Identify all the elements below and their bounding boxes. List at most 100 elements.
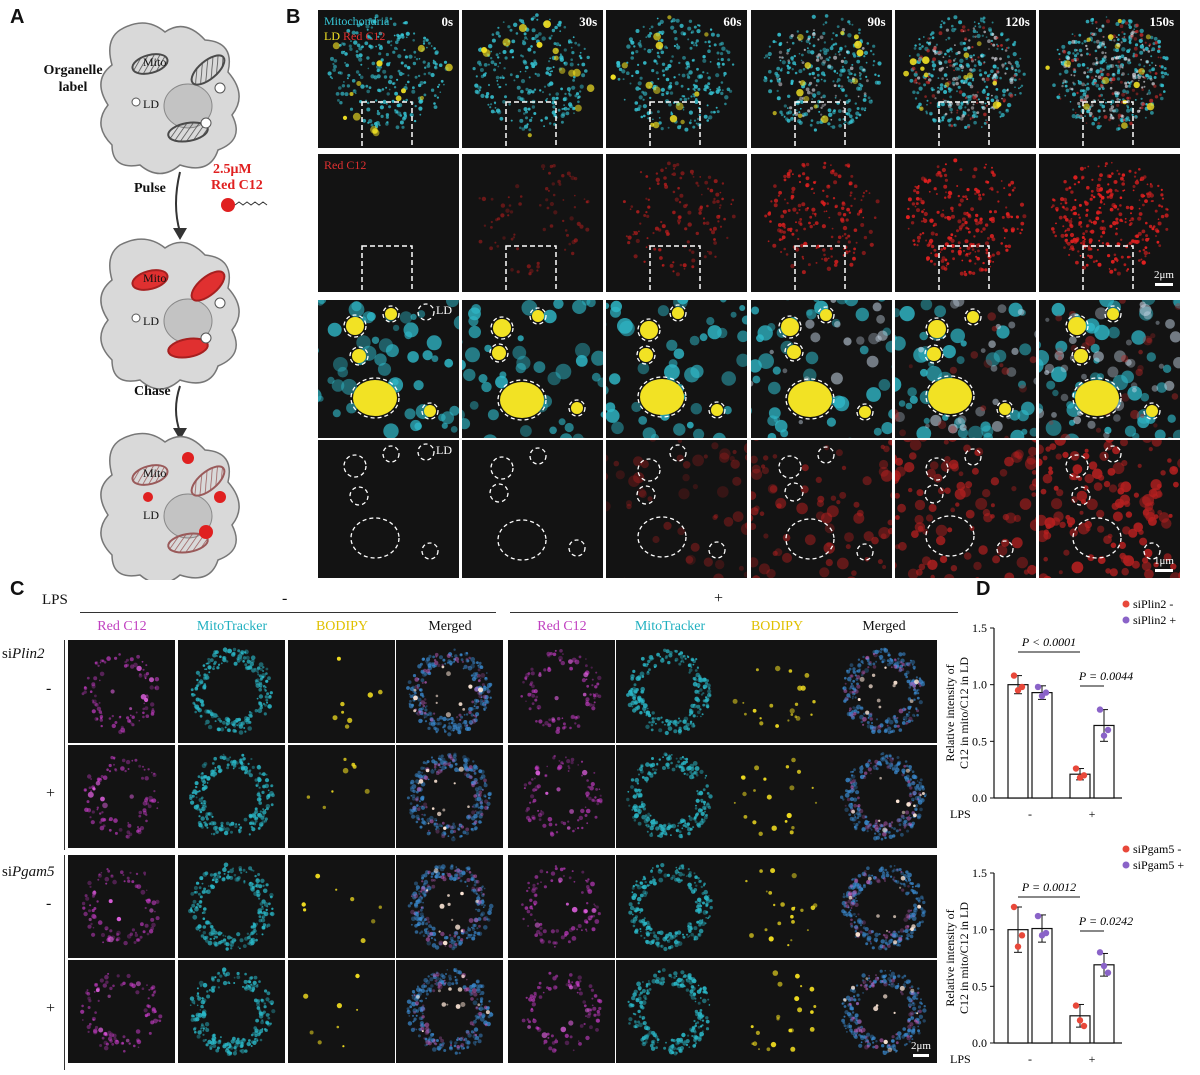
timepoint-label-3: 90s [867,14,886,29]
timelapse-overview-0: 0s Mitochondria LD Red C12 [318,10,459,148]
grid-image-r0-c6 [723,640,830,743]
timelapse-overview-3-image [762,14,882,148]
grid-image-r1-c1-image [189,753,275,836]
group-plin2-bracket [64,640,65,850]
grid-image-r3-c1 [178,960,285,1063]
y-tick-label-0: 0.0 [972,791,987,805]
y-axis-label-line-0: Relative intensity of [943,909,957,1006]
schematic-cells [100,22,268,580]
timelapse-zoom-merged-3 [750,300,892,438]
scale-bar-top: 2μm [1154,269,1174,286]
grid-image-r1-c3-image [406,752,493,842]
data-point-1-0 [1034,912,1042,920]
timelapse-overview-4-image [902,15,1026,148]
column-header-0: Red C12 [97,619,147,634]
column-header-4: Red C12 [537,619,587,634]
grid-image-r0-c4-image [520,649,602,734]
group-plin2-label: siPlin2 [2,646,45,662]
x-group-minus: - [1028,807,1032,821]
timelapse-zoom-red-0: LD [318,440,459,578]
grid-image-r2-c4 [508,855,615,958]
grid-image-r0-c5-image [626,648,712,736]
grid-image-r1-c2-image [306,757,370,810]
bar-0 [1007,684,1029,799]
data-point-3-0 [1096,949,1104,956]
grid-image-r0-c1-image [190,647,273,735]
grid-image-r3-c6 [723,960,830,1063]
mito-label-3: Mito [143,466,167,480]
y-axis-label-line-1: C12 in mito/C12 in LD [957,657,971,769]
grid-image-r2-c1 [178,855,285,958]
timelapse-zoom-merged-2 [606,300,748,438]
timelapse-red-3 [750,154,892,292]
legend-label-1: siPgam5 + [1133,858,1184,872]
lps-plus-line [510,612,958,613]
x-axis-label: LPS [950,807,971,821]
grid-image-r1-c5-image [626,752,713,839]
lps-plus-label: + [714,590,724,607]
grid-image-r0-c5 [616,640,723,743]
column-header-2: BODIPY [315,619,369,634]
grid-image-r1-c3 [396,745,503,848]
timelapse-overview-2-image [610,15,735,148]
timepoint-label-4: 120s [1005,14,1030,29]
data-point-0-2 [1018,683,1026,691]
grid-image-r2-c6-image [745,868,818,947]
timelapse-grid: 0s Mitochondria LD Red C12 Red C12 LD LD 30s 60… [318,10,1180,578]
ld-label-2: LD [143,314,159,328]
grid-image-r2-c5-image [628,863,713,952]
mito-label-1: Mito [143,55,167,69]
stat-label-1: P = 0.0242 [1078,914,1133,928]
grid-image-r1-c0-image [83,755,159,839]
row-sign-2: - [46,895,52,912]
row-sign-1: + [46,785,56,802]
column-header-7: Merged [862,619,906,634]
image-grid: Red C12 MitoTracker BODIPY Merged Red C12 Mit… [46,615,960,1075]
red-channel-label: Red C12 [324,158,367,172]
x-group-plus: + [1089,1052,1096,1066]
grid-image-r0-c2-image [332,656,383,729]
data-point-2-2 [1080,1022,1088,1030]
timelapse-red-0: Red C12 [318,154,459,292]
timelapse-zoom-merged-0-image [318,300,459,438]
timelapse-red-0-image [361,245,413,292]
timepoint-label-1: 30s [579,14,598,29]
grid-image-r2-c3 [396,855,503,958]
timepoint-label-2: 60s [723,14,742,29]
timelapse-zoom-red-5: 1μm [1039,440,1180,578]
grid-image-r3-c0-image [80,972,163,1053]
timelapse-zoom-merged-1-image [462,300,604,438]
row-sign-0: - [46,680,52,697]
grid-image-r3-c5-image [627,968,711,1056]
zoom-ld-label: LD [436,303,452,317]
timelapse-overview-5-image [1045,16,1169,148]
timelapse-red-4-image [905,158,1027,292]
grid-image-r2-c5 [616,855,723,958]
group-pgam5-bracket [64,855,65,1070]
data-point-3-0 [1096,706,1104,713]
grid-image-r0-c6-image [732,665,816,728]
data-point-0-0 [1010,672,1018,679]
column-header-6: BODIPY [750,619,804,634]
timelapse-red-5: 2μm [1039,154,1180,292]
data-point-2-1 [1076,1017,1084,1024]
legend-marker-0 [1122,600,1130,608]
grid-image-r3-c0 [68,960,175,1063]
grid-image-r2-c1-image [188,862,275,951]
grid-image-r0-c0 [68,640,175,743]
data-point-2-0 [1072,1002,1080,1009]
timelapse-zoom-red-0-image [343,443,439,560]
dye-name: Red C12 [211,178,263,193]
data-point-3-2 [1104,969,1112,976]
zoom-red-ld-label: LD [436,443,452,457]
timelapse-overview-1: 30s [462,10,604,148]
timelapse-overview-3: 90s [750,10,892,148]
data-point-1-2 [1042,929,1050,937]
column-header-5: MitoTracker [634,619,706,634]
timelapse-red-2-image [623,161,737,292]
y-tick-label-1: 0.5 [972,734,987,748]
legend-label-0: siPlin2 - [1133,597,1173,611]
data-point-2-2 [1080,772,1088,779]
timepoint-label-0: 0s [441,14,453,29]
ld-label-1: LD [143,97,159,111]
